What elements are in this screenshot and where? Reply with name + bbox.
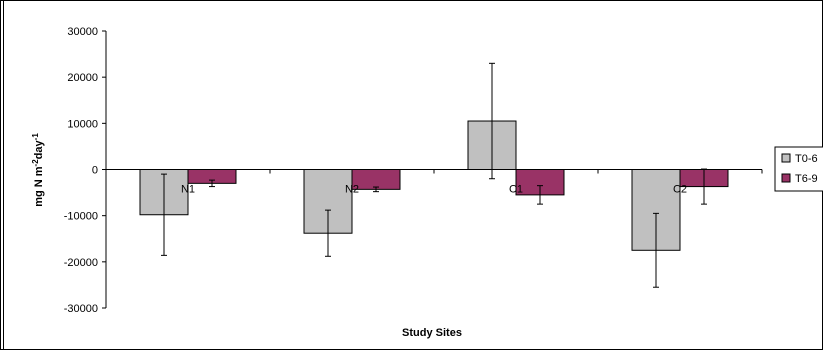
y-tick-label: 0 xyxy=(92,165,98,177)
y-tick-label: 10000 xyxy=(67,118,98,130)
legend: T0-6 T6-9 xyxy=(774,146,823,192)
legend-swatch-T0-6 xyxy=(781,153,791,163)
y-axis-title-main: mg N m xyxy=(33,166,45,207)
y-axis-title-mid: day xyxy=(33,139,45,159)
y-tick-label: 30000 xyxy=(67,26,98,38)
x-axis-title: Study Sites xyxy=(402,327,462,339)
legend-label-T0-6: T0-6 xyxy=(795,153,818,165)
bar-T6-9-N2 xyxy=(351,169,401,190)
category-label-C1: C1 xyxy=(509,184,523,196)
category-label-N2: N2 xyxy=(345,184,359,196)
y-tick-label: 20000 xyxy=(67,72,98,84)
legend-label-T6-9: T6-9 xyxy=(795,173,818,185)
y-tick-label: -10000 xyxy=(64,211,98,223)
y-tick-label: -30000 xyxy=(64,303,98,315)
y-axis-title-sup2: -1 xyxy=(31,133,40,141)
y-axis-title: mg N m-2day-1 xyxy=(31,133,46,207)
y-tick-label: -20000 xyxy=(64,257,98,269)
category-label-N1: N1 xyxy=(181,184,195,196)
legend-swatch-T6-9 xyxy=(781,173,791,183)
plot-area: 30000 20000 10000 0 -10000 -20000 -30000 N1 N2 C1… xyxy=(64,26,763,315)
y-axis-title-sup1: -2 xyxy=(31,159,40,167)
category-label-C2: C2 xyxy=(673,184,687,196)
